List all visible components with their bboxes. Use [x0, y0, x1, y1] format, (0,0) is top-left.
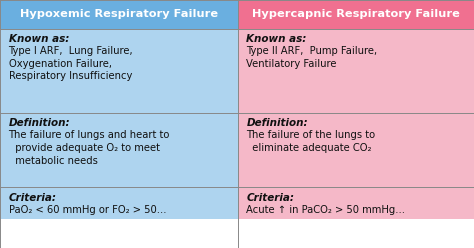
Text: Definition:: Definition:: [9, 118, 70, 128]
Text: The failure of the lungs to
  eliminate adequate CO₂: The failure of the lungs to eliminate ad…: [246, 130, 375, 153]
Text: Hypoxemic Respiratory Failure: Hypoxemic Respiratory Failure: [20, 9, 218, 19]
Bar: [0, 187, 238, 219]
Text: Known as:: Known as:: [9, 34, 69, 44]
Text: PaO₂ < 60 mmHg or FO₂ > 50...: PaO₂ < 60 mmHg or FO₂ > 50...: [9, 205, 166, 215]
Bar: [0, 0, 238, 29]
Text: Known as:: Known as:: [246, 34, 307, 44]
Bar: [238, 29, 474, 113]
Text: Type I ARF,  Lung Failure,
Oxygenation Failure,
Respiratory Insufficiency: Type I ARF, Lung Failure, Oxygenation Fa…: [9, 46, 133, 82]
Bar: [0, 29, 238, 113]
Bar: [238, 0, 474, 29]
Text: Hypercapnic Respiratory Failure: Hypercapnic Respiratory Failure: [252, 9, 460, 19]
Text: Criteria:: Criteria:: [246, 193, 294, 203]
Text: Acute ↑ in PaCO₂ > 50 mmHg...: Acute ↑ in PaCO₂ > 50 mmHg...: [246, 205, 405, 215]
Bar: [238, 187, 474, 219]
Bar: [0, 113, 238, 187]
Text: Criteria:: Criteria:: [9, 193, 56, 203]
Text: Definition:: Definition:: [246, 118, 308, 128]
Text: The failure of lungs and heart to
  provide adequate O₂ to meet
  metabolic need: The failure of lungs and heart to provid…: [9, 130, 170, 166]
Text: Type II ARF,  Pump Failure,
Ventilatory Failure: Type II ARF, Pump Failure, Ventilatory F…: [246, 46, 378, 69]
Bar: [238, 113, 474, 187]
